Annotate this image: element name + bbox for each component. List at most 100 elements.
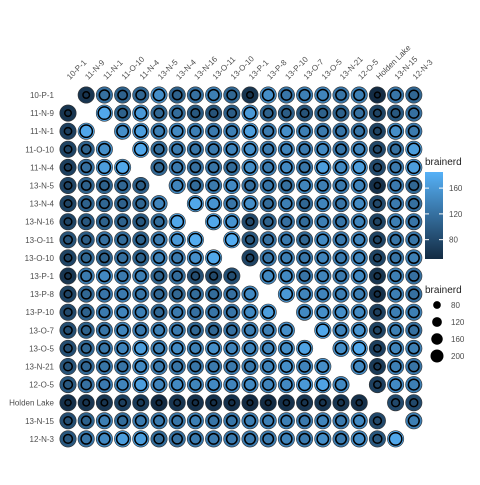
cell-color-disc: [296, 195, 314, 213]
cell-9-16: [350, 249, 368, 267]
cell-size-ring: [261, 378, 275, 391]
cell-size-ring: [372, 162, 383, 173]
cell-size-ring: [80, 306, 92, 318]
size-legend-dot: [430, 349, 444, 363]
cell-0-19: [405, 86, 423, 104]
cell-size-ring: [170, 342, 184, 355]
cell-6-8: [205, 195, 223, 213]
cell-1-16: [350, 104, 368, 122]
cell-color-disc: [114, 412, 132, 430]
cell-size-ring: [316, 233, 330, 247]
cell-7-14: [314, 213, 332, 231]
cell-size-ring: [134, 377, 148, 392]
cell-size-ring: [352, 269, 366, 283]
cell-11-14: [314, 285, 332, 303]
cell-size-ring: [226, 161, 238, 174]
cell-color-disc: [59, 430, 77, 448]
cell-size-ring: [152, 414, 166, 427]
cell-color-disc: [95, 231, 113, 249]
cell-color-disc: [277, 104, 295, 122]
cell-16-0: [59, 376, 77, 394]
cell-8-18: [387, 231, 405, 249]
cell-color-disc: [223, 104, 241, 122]
cell-color-disc: [223, 158, 241, 176]
cell-16-6: [168, 376, 186, 394]
cell-size-ring: [334, 341, 348, 355]
cell-15-18: [387, 357, 405, 375]
cell-color-disc: [405, 104, 423, 122]
cell-3-2: [95, 140, 113, 158]
cell-4-8: [205, 158, 223, 176]
cell-size-ring: [207, 197, 221, 211]
cell-size-ring: [299, 234, 311, 246]
cell-size-ring: [408, 270, 420, 282]
cell-size-ring: [335, 125, 347, 138]
cell-4-0: [59, 158, 77, 176]
cell-size-ring: [153, 433, 165, 445]
cell-color-disc: [259, 195, 277, 213]
cell-2-10: [241, 122, 259, 140]
cell-11-3: [114, 285, 132, 303]
cell-size-ring: [352, 179, 366, 192]
cell-color-disc: [95, 213, 113, 231]
cell-size-ring: [334, 251, 348, 264]
cell-4-9: [223, 158, 241, 176]
cell-color-disc: [77, 195, 95, 213]
cell-5-10: [241, 177, 259, 195]
cell-2-5: [150, 122, 168, 140]
cell-7-9: [223, 213, 241, 231]
cell-1-3: [114, 104, 132, 122]
cell-10-5: [150, 267, 168, 285]
cell-size-ring: [191, 398, 200, 407]
cell-size-ring: [98, 378, 111, 391]
cell-color-disc: [205, 321, 223, 339]
cell-size-ring: [117, 179, 129, 192]
cell-size-ring: [63, 217, 73, 227]
cell-5-16: [350, 177, 368, 195]
cell-size-ring: [80, 180, 92, 191]
cell-9-13: [296, 249, 314, 267]
row-label: 13-N-16: [25, 218, 54, 227]
cell-size-ring: [407, 160, 421, 175]
cell-color-disc: [296, 104, 314, 122]
cell-13-0: [59, 321, 77, 339]
cell-size-ring: [316, 287, 330, 301]
cell-color-disc: [168, 86, 186, 104]
cell-size-ring: [63, 109, 73, 118]
row-label: 13-N-21: [25, 363, 54, 372]
cell-12-13: [296, 303, 314, 321]
cell-color-disc: [77, 339, 95, 357]
cell-11-16: [350, 285, 368, 303]
cell-6-11: [259, 195, 277, 213]
cell-12-3: [114, 303, 132, 321]
cell-18-17: [368, 412, 386, 430]
cell-4-3: [114, 158, 132, 176]
cell-7-1: [77, 213, 95, 231]
cell-8-16: [350, 231, 368, 249]
cell-size-ring: [316, 160, 330, 175]
cell-size-ring: [171, 288, 183, 300]
cell-14-19: [405, 339, 423, 357]
cell-size-ring: [243, 160, 257, 174]
cell-16-12: [277, 376, 295, 394]
cell-2-0: [59, 122, 77, 140]
cell-color-disc: [241, 177, 259, 195]
cell-13-5: [150, 321, 168, 339]
cell-size-ring: [189, 342, 202, 355]
cell-9-8: [205, 249, 223, 267]
cell-size-ring: [280, 233, 293, 246]
cell-size-ring: [390, 107, 401, 119]
cell-18-1: [77, 412, 95, 430]
cell-size-ring: [152, 324, 166, 337]
cell-12-18: [387, 303, 405, 321]
cell-1-8: [205, 104, 223, 122]
cell-5-7: [186, 177, 204, 195]
cell-color-disc: [132, 394, 150, 412]
cell-size-ring: [189, 432, 202, 445]
cell-size-ring: [264, 399, 272, 407]
cell-size-ring: [63, 325, 73, 336]
cell-size-ring: [280, 378, 293, 391]
color-legend-label: 160: [449, 184, 463, 193]
cell-size-ring: [389, 252, 402, 264]
cell-13-6: [168, 321, 186, 339]
